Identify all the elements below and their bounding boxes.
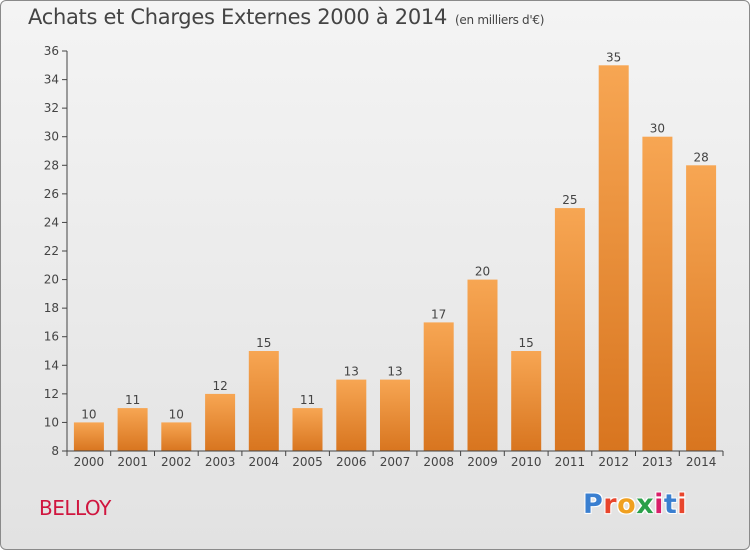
logo-letter: P bbox=[583, 489, 604, 520]
bar-2000[interactable] bbox=[73, 422, 104, 451]
logo-letter: i bbox=[654, 489, 664, 520]
bar-value-label: 11 bbox=[125, 393, 140, 407]
chart-title-unit: (en milliers d'€) bbox=[455, 13, 545, 27]
bar-value-label: 10 bbox=[169, 407, 184, 421]
logo-letter: r bbox=[603, 489, 618, 520]
y-tick-label: 30 bbox=[44, 130, 59, 144]
bar-2005[interactable] bbox=[292, 408, 323, 451]
x-tick-label: 2011 bbox=[555, 455, 586, 469]
logo-letter: t bbox=[663, 489, 678, 520]
chart-title-text: Achats et Charges Externes 2000 à 2014 bbox=[28, 5, 448, 29]
y-tick-label: 32 bbox=[44, 101, 59, 115]
logo-letter: x bbox=[636, 489, 655, 520]
y-tick-label: 20 bbox=[44, 273, 59, 287]
bar-2013[interactable] bbox=[642, 136, 673, 451]
bar-2012[interactable] bbox=[598, 65, 629, 452]
y-tick-label: 18 bbox=[44, 301, 59, 315]
bar-2006[interactable] bbox=[336, 379, 367, 451]
city-name: BELLOY bbox=[39, 496, 111, 520]
x-tick-label: 2004 bbox=[249, 455, 280, 469]
bar-2008[interactable] bbox=[423, 322, 454, 451]
bar-value-label: 10 bbox=[81, 407, 96, 421]
bar-2002[interactable] bbox=[161, 422, 192, 451]
bar-value-label: 25 bbox=[562, 193, 577, 207]
x-tick-label: 2010 bbox=[511, 455, 542, 469]
bar-2007[interactable] bbox=[380, 379, 410, 451]
bar-2011[interactable] bbox=[554, 208, 585, 451]
logo-letter: i bbox=[677, 489, 688, 520]
x-tick-label: 2001 bbox=[117, 455, 148, 469]
data-labels: 10 11 10 12 15 11 13 13 17 20 15 25 35 30 28 bbox=[81, 50, 708, 421]
x-tick-label: 2009 bbox=[467, 455, 498, 469]
x-tick-label: 2005 bbox=[292, 455, 323, 469]
y-tick-label: 24 bbox=[44, 215, 59, 229]
x-tick-label: 2000 bbox=[74, 455, 105, 469]
bar-value-label: 15 bbox=[256, 336, 271, 350]
bar-2001[interactable] bbox=[117, 408, 148, 451]
bar-value-label: 20 bbox=[475, 265, 490, 279]
bar-value-label: 11 bbox=[300, 393, 315, 407]
y-tick-label: 26 bbox=[44, 187, 59, 201]
x-tick-label: 2014 bbox=[686, 455, 717, 469]
bar-2010[interactable] bbox=[511, 351, 542, 451]
bar-value-label: 30 bbox=[650, 122, 665, 136]
bar-2014[interactable] bbox=[686, 165, 717, 452]
y-tick-label: 22 bbox=[44, 244, 59, 258]
bar-value-label: 13 bbox=[387, 365, 402, 379]
y-axis: 8 10 12 14 16 18 20 22 24 26 28 30 32 34 36 bbox=[44, 44, 68, 458]
bar-2009[interactable] bbox=[467, 279, 498, 451]
bar-value-label: 12 bbox=[212, 379, 227, 393]
y-tick-label: 16 bbox=[44, 330, 59, 344]
bar-value-label: 35 bbox=[606, 50, 621, 64]
bar-2003[interactable] bbox=[205, 393, 236, 451]
bar-value-label: 15 bbox=[519, 336, 534, 350]
bar-value-label: 28 bbox=[693, 150, 708, 164]
x-tick-label: 2012 bbox=[598, 455, 629, 469]
x-tick-label: 2008 bbox=[423, 455, 454, 469]
y-tick-label: 10 bbox=[44, 415, 59, 429]
x-tick-label: 2013 bbox=[642, 455, 673, 469]
y-tick-label: 36 bbox=[44, 44, 59, 58]
y-tick-label: 8 bbox=[51, 444, 59, 458]
x-tick-label: 2003 bbox=[205, 455, 236, 469]
y-tick-label: 28 bbox=[44, 158, 59, 172]
y-tick-label: 14 bbox=[44, 358, 59, 372]
bar-value-label: 13 bbox=[344, 365, 359, 379]
bar-value-label: 17 bbox=[431, 307, 446, 321]
proxiti-logo[interactable]: Proxiti bbox=[583, 489, 687, 520]
chart-title: Achats et Charges Externes 2000 à 2014 (e… bbox=[28, 5, 544, 29]
x-tick-label: 2006 bbox=[336, 455, 367, 469]
y-tick-label: 34 bbox=[44, 73, 59, 87]
logo-letter: o bbox=[617, 489, 637, 520]
bar-2004[interactable] bbox=[248, 351, 279, 451]
bars bbox=[73, 65, 717, 452]
x-tick-label: 2007 bbox=[380, 455, 411, 469]
x-tick-label: 2002 bbox=[161, 455, 192, 469]
y-tick-label: 12 bbox=[44, 387, 59, 401]
x-axis: 2000 2001 2002 2003 2004 2005 2006 2007 2008 2009… bbox=[66, 450, 724, 469]
